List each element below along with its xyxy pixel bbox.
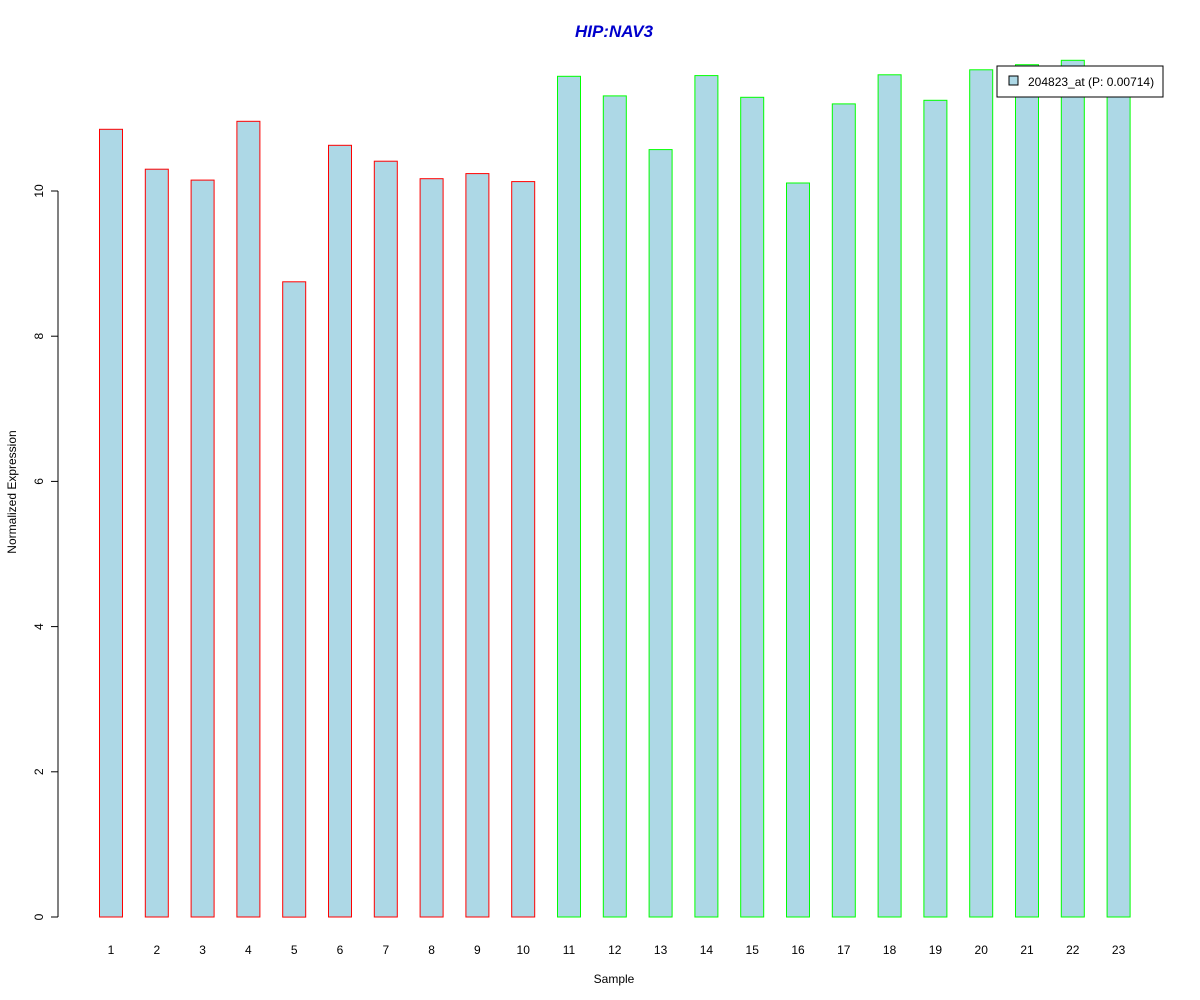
bar-sample-2 xyxy=(144,168,169,918)
x-tick-label-4: 4 xyxy=(245,943,252,957)
x-tick-label-10: 10 xyxy=(517,943,531,957)
bar-sample-1 xyxy=(99,128,123,918)
bars xyxy=(99,59,1131,918)
bar-sample-19 xyxy=(923,99,948,918)
bar-sample-22 xyxy=(1060,59,1085,918)
bar-sample-9 xyxy=(465,173,490,918)
bar-sample-7 xyxy=(373,160,398,918)
y-tick-label-6: 6 xyxy=(32,478,46,485)
x-tick-label-20: 20 xyxy=(975,943,989,957)
bar-sample-12 xyxy=(602,95,627,918)
y-tick-label-0: 0 xyxy=(32,913,46,920)
bar-sample-23 xyxy=(1106,96,1131,918)
bar-sample-13 xyxy=(648,149,673,918)
y-axis-label: Normalized Expression xyxy=(5,430,19,553)
x-axis-label: Sample xyxy=(594,972,635,986)
y-tick-label-8: 8 xyxy=(32,333,46,340)
x-tick-label-3: 3 xyxy=(199,943,206,957)
x-tick-label-8: 8 xyxy=(428,943,435,957)
bar-sample-18 xyxy=(877,74,902,918)
bar-sample-16 xyxy=(786,182,810,918)
legend-swatch xyxy=(1008,75,1019,86)
x-tick-label-12: 12 xyxy=(608,943,622,957)
x-tick-label-14: 14 xyxy=(700,943,714,957)
x-axis-tick-labels: 1 2 3 4 5 6 7 8 9 10 11 12 13 14 15 16 17 18 19 20 21 22 23 xyxy=(108,943,1126,957)
x-tick-label-23: 23 xyxy=(1112,943,1126,957)
bar-sample-20 xyxy=(969,69,994,918)
bar-sample-21 xyxy=(1015,64,1039,918)
bar-sample-3 xyxy=(190,179,215,918)
legend-label: 204823_at (P: 0.00714) xyxy=(1028,75,1154,89)
x-tick-label-16: 16 xyxy=(791,943,805,957)
x-tick-label-7: 7 xyxy=(382,943,389,957)
x-tick-label-6: 6 xyxy=(337,943,344,957)
y-tick-label-2: 2 xyxy=(32,768,46,775)
x-tick-label-9: 9 xyxy=(474,943,481,957)
x-tick-label-5: 5 xyxy=(291,943,298,957)
x-tick-label-2: 2 xyxy=(153,943,160,957)
y-tick-label-4: 4 xyxy=(32,623,46,630)
x-tick-label-18: 18 xyxy=(883,943,897,957)
x-tick-label-21: 21 xyxy=(1020,943,1034,957)
bar-sample-11 xyxy=(557,75,581,918)
bar-sample-6 xyxy=(328,144,352,918)
bar-sample-17 xyxy=(831,103,856,918)
y-axis: 0 2 4 6 8 10 xyxy=(32,184,59,920)
y-tick-label-10: 10 xyxy=(32,184,46,198)
legend-box xyxy=(996,65,1164,98)
bar-sample-5 xyxy=(282,281,307,918)
bar-sample-4 xyxy=(236,120,261,918)
legend: 204823_at (P: 0.00714) xyxy=(996,65,1164,98)
bar-sample-14 xyxy=(694,75,719,918)
x-tick-label-15: 15 xyxy=(746,943,760,957)
x-tick-label-19: 19 xyxy=(929,943,943,957)
bar-sample-8 xyxy=(419,178,444,918)
x-tick-label-17: 17 xyxy=(837,943,851,957)
bar-sample-10 xyxy=(511,181,536,918)
x-tick-label-11: 11 xyxy=(563,943,576,957)
chart-title: HIP:NAV3 xyxy=(575,22,654,41)
x-tick-label-22: 22 xyxy=(1066,943,1080,957)
x-tick-label-1: 1 xyxy=(108,943,115,957)
bar-sample-15 xyxy=(740,96,765,918)
x-tick-label-13: 13 xyxy=(654,943,668,957)
